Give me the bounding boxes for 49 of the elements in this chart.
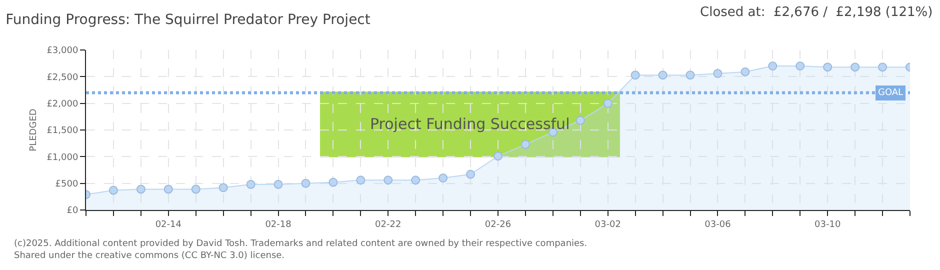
point <box>713 68 722 78</box>
point <box>356 176 366 185</box>
x-tick-label: 03-06 <box>704 220 732 230</box>
point <box>466 170 476 179</box>
point <box>878 62 888 72</box>
point <box>630 70 640 80</box>
x-tick-label: 02-14 <box>155 220 182 230</box>
point <box>274 180 283 189</box>
point <box>384 176 393 185</box>
point <box>576 116 585 125</box>
annotation: Project Funding Successful <box>370 115 570 133</box>
point <box>850 62 860 72</box>
y-axis-title: PLEDGED <box>29 108 40 152</box>
ref-line-label: GOAL <box>878 88 904 98</box>
y-tick-label: £2,000 <box>46 99 78 110</box>
point <box>164 184 173 194</box>
point <box>191 184 200 194</box>
point <box>438 174 448 182</box>
text: (c)2025. Additional content provided by David Tosh. Trademarks and related content are owned by their respective companies. <box>14 239 588 249</box>
chart-title: Funding Progress: The Squirrel Predator Prey Project <box>6 12 371 28</box>
text: Shared under the creative commons (CC BY-NC 3.0) license. <box>14 251 285 261</box>
chart-subtitle: Closed at: £2,676 / £2,198 (121%) <box>700 5 933 20</box>
point <box>136 184 146 194</box>
x-tick-label: 02-18 <box>265 220 292 230</box>
point <box>301 178 310 188</box>
y-tick-label: £2,500 <box>46 72 78 83</box>
y-tick-label: £1,500 <box>46 126 78 136</box>
point <box>658 70 668 80</box>
point <box>494 152 502 161</box>
point <box>328 178 338 187</box>
point <box>246 180 256 189</box>
point <box>411 176 420 185</box>
x-tick-label: 02-26 <box>484 220 512 230</box>
y-tick-label: £1,000 <box>46 152 78 163</box>
point <box>686 70 695 80</box>
point <box>218 183 228 192</box>
x-tick-label: 03-02 <box>594 220 621 230</box>
point <box>823 62 832 72</box>
x-tick-label: 02-22 <box>375 220 402 230</box>
point <box>603 98 612 108</box>
point <box>108 186 118 195</box>
y-tick-label: £500 <box>55 179 78 190</box>
point <box>796 62 805 70</box>
y-tick-label: £3,000 <box>46 46 78 56</box>
point <box>768 62 778 70</box>
x-tick-label: 03-10 <box>814 220 841 230</box>
y-tick-label: £0 <box>66 206 78 216</box>
point <box>520 140 530 149</box>
point <box>740 67 750 76</box>
